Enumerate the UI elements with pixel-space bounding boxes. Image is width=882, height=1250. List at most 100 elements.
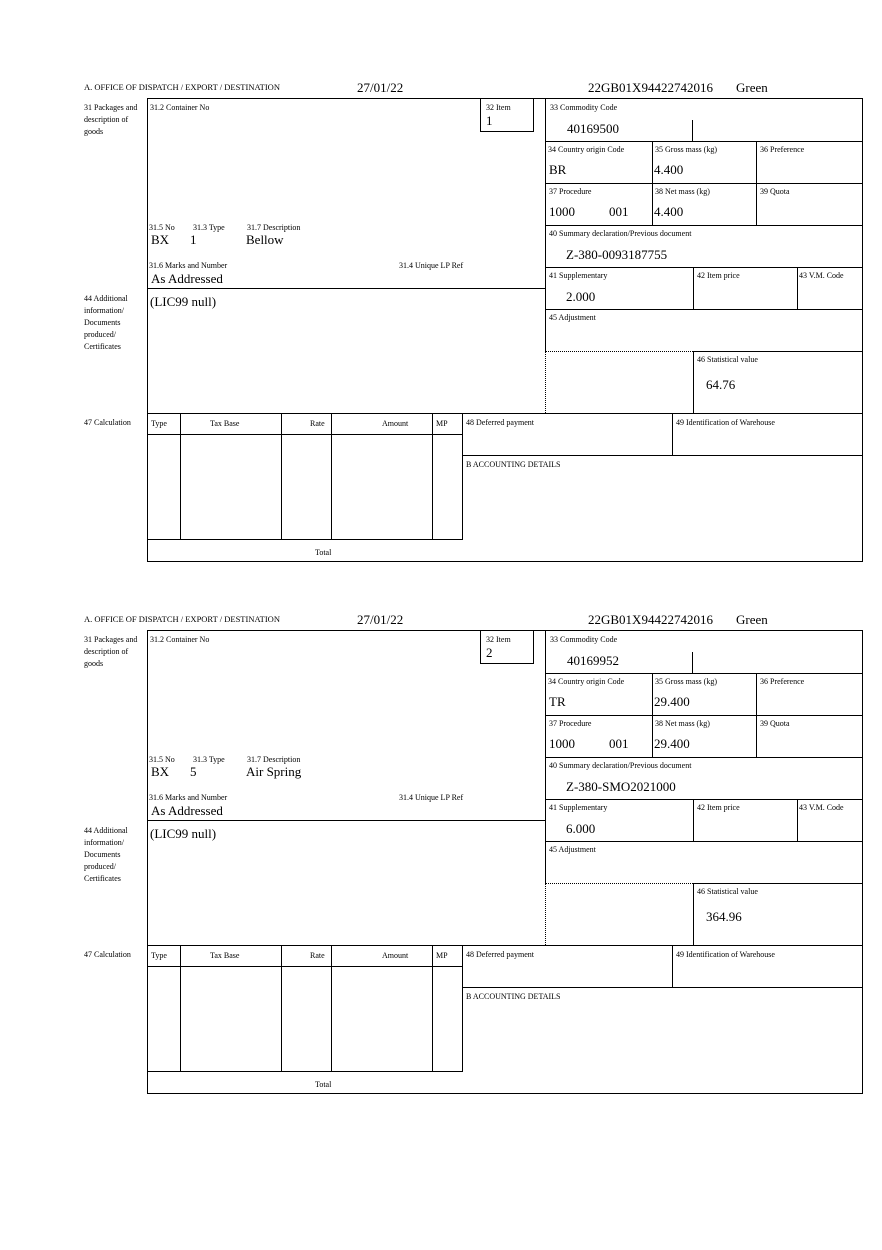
container-label: 31.2 Container No (150, 635, 210, 644)
box-49 (672, 413, 863, 456)
accounting-label: B ACCOUNTING DETAILS (466, 992, 561, 1001)
procedure: 1000 (549, 204, 575, 219)
divider (692, 120, 694, 142)
calc-header-mp: MP (436, 419, 448, 428)
accounting-label: B ACCOUNTING DETAILS (466, 460, 561, 469)
deferred-label: 48 Deferred payment (466, 950, 534, 959)
net-label: 38 Net mass (kg) (655, 719, 710, 728)
procedure-label: 37 Procedure (549, 719, 592, 728)
date: 27/01/22 (357, 80, 404, 95)
marks-label: 31.6 Marks and Number (149, 261, 228, 270)
net-mass: 29.400 (654, 736, 690, 751)
dotted-divider (545, 883, 693, 884)
item-price-label: 42 Item price (697, 803, 740, 812)
gross-mass: 4.400 (654, 162, 684, 177)
summary-label: 40 Summary declaration/Previous document (549, 229, 692, 238)
calc-col (281, 413, 332, 540)
calc-header-amount: Amount (382, 951, 409, 960)
calc-header-rate: Rate (310, 951, 325, 960)
calc-header-tax-base: Tax Base (210, 951, 240, 960)
quota-label: 39 Quota (760, 719, 790, 728)
item-number: 1 (486, 113, 493, 128)
additional-label: 44 Additional information/ Documents pro… (84, 294, 128, 351)
procedure-additional: 001 (609, 736, 629, 751)
item-label: 32 Item (486, 103, 511, 112)
calculation-label: 47 Calculation (84, 418, 131, 427)
vm-label: 43 V.M. Code (799, 803, 844, 812)
commodity-label: 33 Commodity Code (550, 635, 618, 644)
item-box (480, 99, 534, 132)
declaration-item-form: A. OFFICE OF DISPATCH / EXPORT / DESTINA… (0, 80, 882, 578)
statistical-label: 46 Statistical value (697, 355, 758, 364)
net-label: 38 Net mass (kg) (655, 187, 710, 196)
divider (692, 652, 694, 674)
marks: As Addressed (151, 803, 223, 818)
statistical-value: 64.76 (706, 377, 736, 392)
procedure-label: 37 Procedure (549, 187, 592, 196)
description-label: 31.7 Description (247, 755, 301, 764)
calc-col (281, 945, 332, 1072)
country: TR (549, 694, 566, 709)
preference-label: 36 Preference (760, 677, 805, 686)
packages-label: 31 Packages and description of goods (84, 635, 138, 668)
deferred-label: 48 Deferred payment (466, 418, 534, 427)
preference-label: 36 Preference (760, 145, 805, 154)
item-price-label: 42 Item price (697, 271, 740, 280)
calc-col (180, 945, 282, 1072)
divider (147, 966, 463, 968)
summary-document: Z-380-SMO2021000 (566, 779, 676, 794)
divider (147, 434, 463, 436)
calc-col (180, 413, 282, 540)
commodity-code: 40169952 (567, 653, 619, 668)
calc-col (331, 945, 433, 1072)
office-label: A. OFFICE OF DISPATCH / EXPORT / DESTINA… (84, 82, 280, 92)
divider (147, 820, 546, 822)
package-no: BX (151, 232, 170, 247)
item-box (480, 631, 534, 664)
packages-label: 31 Packages and description of goods (84, 103, 138, 136)
type-label: 31.3 Type (193, 755, 225, 764)
description: Bellow (246, 232, 284, 247)
no-label: 31.5 No (149, 755, 175, 764)
dotted-divider (545, 351, 693, 352)
office-label: A. OFFICE OF DISPATCH / EXPORT / DESTINA… (84, 614, 280, 624)
unique-label: 31.4 Unique LP Ref (399, 793, 464, 802)
adjustment-label: 45 Adjustment (549, 845, 596, 854)
dotted-divider (545, 351, 546, 413)
calculation-label: 47 Calculation (84, 950, 131, 959)
calc-col (147, 945, 181, 1072)
vm-label: 43 V.M. Code (799, 271, 844, 280)
additional-info: (LIC99 null) (150, 826, 217, 841)
calc-col (331, 413, 433, 540)
divider (147, 288, 546, 290)
container-label: 31.2 Container No (150, 103, 210, 112)
box-49 (672, 945, 863, 988)
quota-label: 39 Quota (760, 187, 790, 196)
unique-label: 31.4 Unique LP Ref (399, 261, 464, 270)
dotted-divider (545, 883, 546, 945)
package-type: 5 (190, 764, 197, 779)
total-label: Total (315, 1080, 332, 1089)
no-label: 31.5 No (149, 223, 175, 232)
calc-col (432, 945, 463, 1072)
gross-mass: 29.400 (654, 694, 690, 709)
box-45 (545, 309, 863, 352)
total-label: Total (315, 548, 332, 557)
additional-label: 44 Additional information/ Documents pro… (84, 826, 128, 883)
country-label: 34 Country origin Code (548, 677, 625, 686)
box-45 (545, 841, 863, 884)
country: BR (549, 162, 567, 177)
statistical-value: 364.96 (706, 909, 742, 924)
calc-header-type: Type (151, 951, 167, 960)
package-no: BX (151, 764, 170, 779)
gross-label: 35 Gross mass (kg) (655, 677, 717, 686)
net-mass: 4.400 (654, 204, 684, 219)
supplementary-label: 41 Supplementary (549, 803, 608, 812)
calc-header-mp: MP (436, 951, 448, 960)
route: Green (736, 612, 768, 627)
additional-info: (LIC99 null) (150, 294, 217, 309)
calc-col (432, 413, 463, 540)
commodity-code: 40169500 (567, 121, 619, 136)
package-type: 1 (190, 232, 197, 247)
